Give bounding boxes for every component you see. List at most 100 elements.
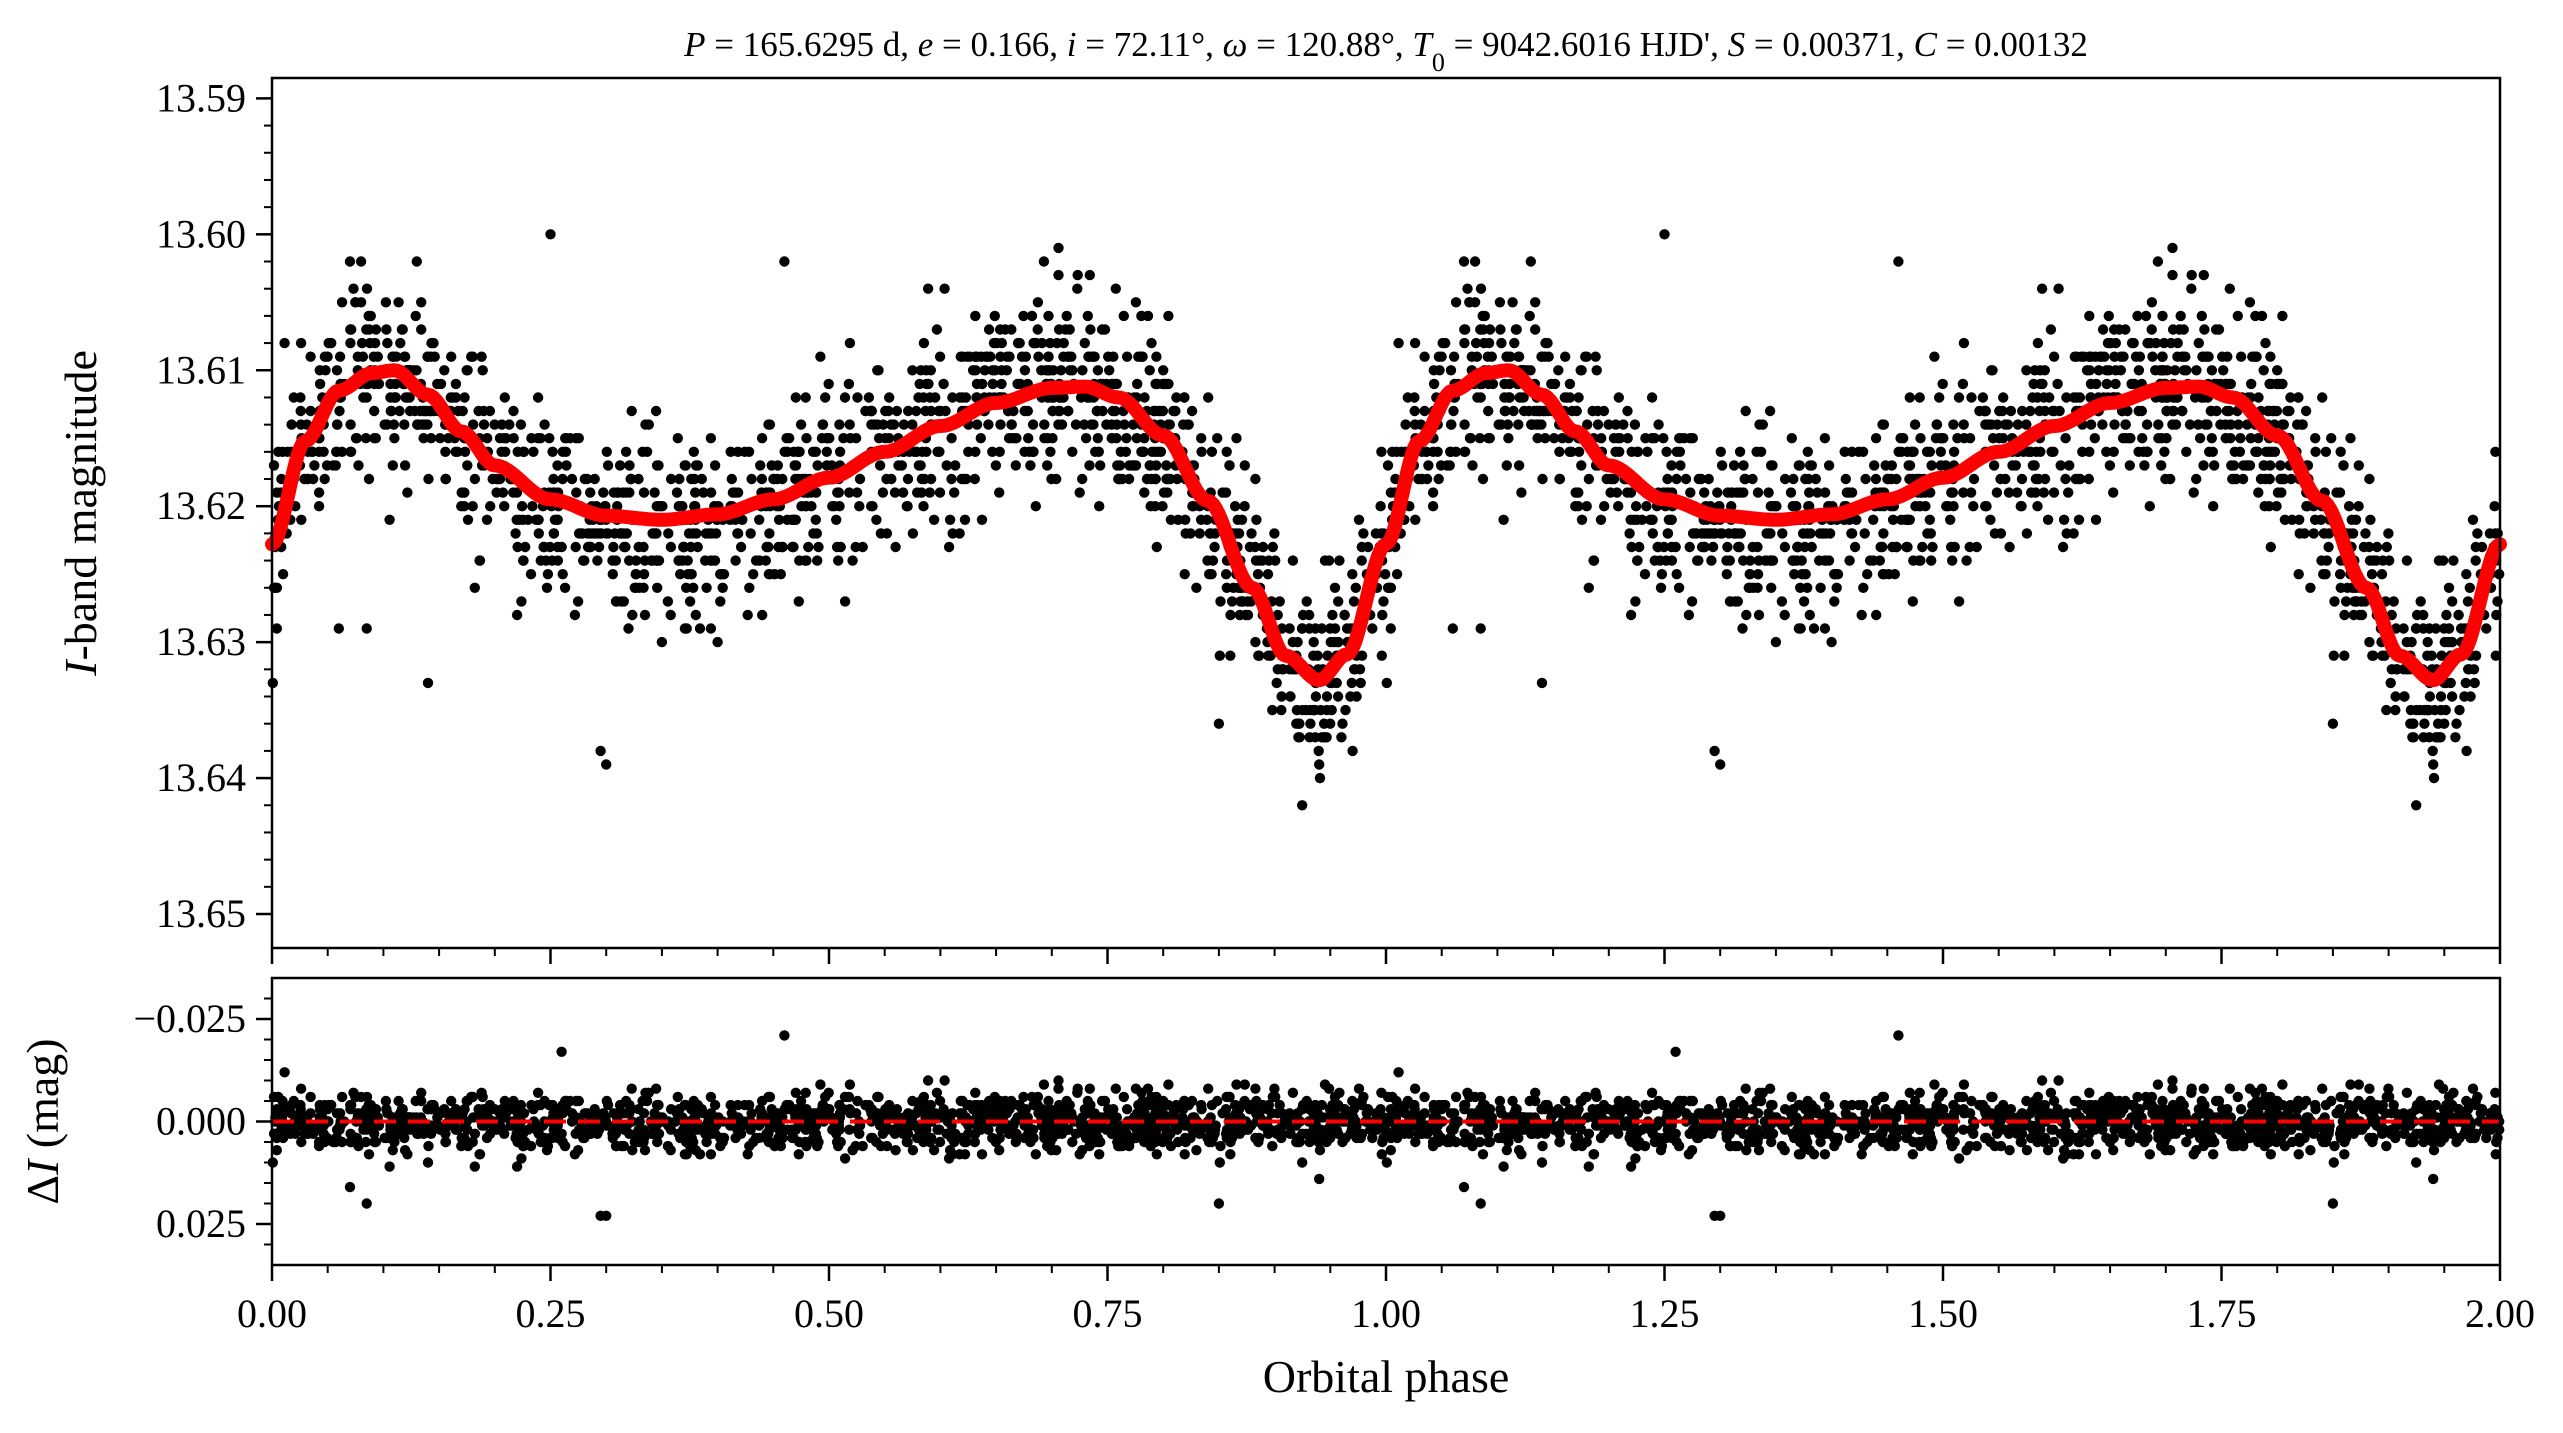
data-point [1112, 379, 1122, 389]
data-point [2101, 447, 2111, 457]
data-point [1527, 419, 1537, 429]
data-point [960, 515, 970, 525]
data-point [858, 542, 868, 552]
data-point [1304, 610, 1314, 620]
data-point [1708, 542, 1718, 552]
data-point [796, 419, 806, 429]
data-point [2098, 324, 2108, 334]
data-point [580, 474, 590, 484]
data-point [844, 487, 854, 497]
data-point [1570, 501, 1580, 511]
data-point [1375, 501, 1385, 511]
data-point [1862, 569, 1872, 579]
data-point [959, 474, 969, 484]
data-point [1472, 352, 1482, 362]
residual-point [1196, 1104, 1206, 1114]
data-point [2319, 528, 2329, 538]
data-point [691, 610, 701, 620]
residual-point [423, 1141, 433, 1151]
data-point [399, 352, 409, 362]
data-point [2339, 610, 2349, 620]
data-point [380, 419, 390, 429]
outlier-point [1347, 746, 1357, 756]
data-point [1599, 501, 1609, 511]
data-point [1465, 433, 1475, 443]
data-point [528, 447, 538, 457]
data-point [912, 447, 922, 457]
data-point [1071, 419, 1081, 429]
data-point [1820, 433, 1830, 443]
data-point [362, 392, 372, 402]
data-point [2447, 596, 2457, 606]
data-point [2207, 365, 2217, 375]
data-point [402, 487, 412, 497]
residual-point [2305, 1145, 2315, 1155]
data-point [865, 406, 875, 416]
data-point [1495, 297, 1505, 307]
residual-point [2189, 1149, 2199, 1159]
data-point [1850, 542, 1860, 552]
data-point [1503, 419, 1513, 429]
data-point [1738, 460, 1748, 470]
data-point [2345, 433, 2355, 443]
data-point [1854, 447, 1864, 457]
outlier-point [362, 623, 372, 633]
data-point [2406, 637, 2416, 647]
data-point [707, 528, 717, 538]
data-point [1251, 515, 1261, 525]
data-point [1602, 474, 1612, 484]
data-point [1530, 324, 1540, 334]
data-point [2203, 352, 2213, 362]
data-point [1264, 555, 1274, 565]
residual-point [1122, 1104, 1132, 1114]
data-point [1653, 419, 1663, 429]
data-point [706, 623, 716, 633]
data-point [652, 501, 662, 511]
data-point [1978, 392, 1988, 402]
data-point [1039, 256, 1049, 266]
data-point [682, 623, 692, 633]
data-point [2424, 732, 2434, 742]
data-point [2266, 542, 2276, 552]
data-point [1202, 515, 1212, 525]
data-point [393, 297, 403, 307]
data-point [1088, 419, 1098, 429]
outlier-point [423, 678, 433, 688]
data-point [371, 324, 381, 334]
data-point [1722, 542, 1732, 552]
data-point [400, 460, 410, 470]
outlier-point [712, 637, 722, 647]
data-point [822, 460, 832, 470]
residual-point [939, 1075, 949, 1085]
data-point [1410, 515, 1420, 525]
data-point [673, 433, 683, 443]
data-point [2446, 678, 2456, 688]
data-point [2091, 379, 2101, 389]
data-point [1717, 460, 1727, 470]
data-point [1322, 705, 1332, 715]
data-point [801, 501, 811, 511]
data-point [346, 447, 356, 457]
data-point [1354, 515, 1364, 525]
data-point [621, 447, 631, 457]
data-point [2284, 406, 2294, 416]
data-point [794, 555, 804, 565]
data-point [1661, 447, 1671, 457]
data-point [1033, 297, 1043, 307]
data-point [1777, 596, 1787, 606]
outlier-point [1715, 759, 1725, 769]
residual-point [984, 1096, 994, 1106]
data-point [516, 419, 526, 429]
data-point [2060, 433, 2070, 443]
data-point [1815, 583, 1825, 593]
data-point [1230, 501, 1240, 511]
data-point [836, 542, 846, 552]
outlier-point [512, 610, 522, 620]
residual-point [794, 1137, 804, 1147]
data-point [1357, 555, 1367, 565]
data-point [1820, 487, 1830, 497]
data-point [718, 583, 728, 593]
data-point [320, 474, 330, 484]
data-point [1171, 392, 1181, 402]
